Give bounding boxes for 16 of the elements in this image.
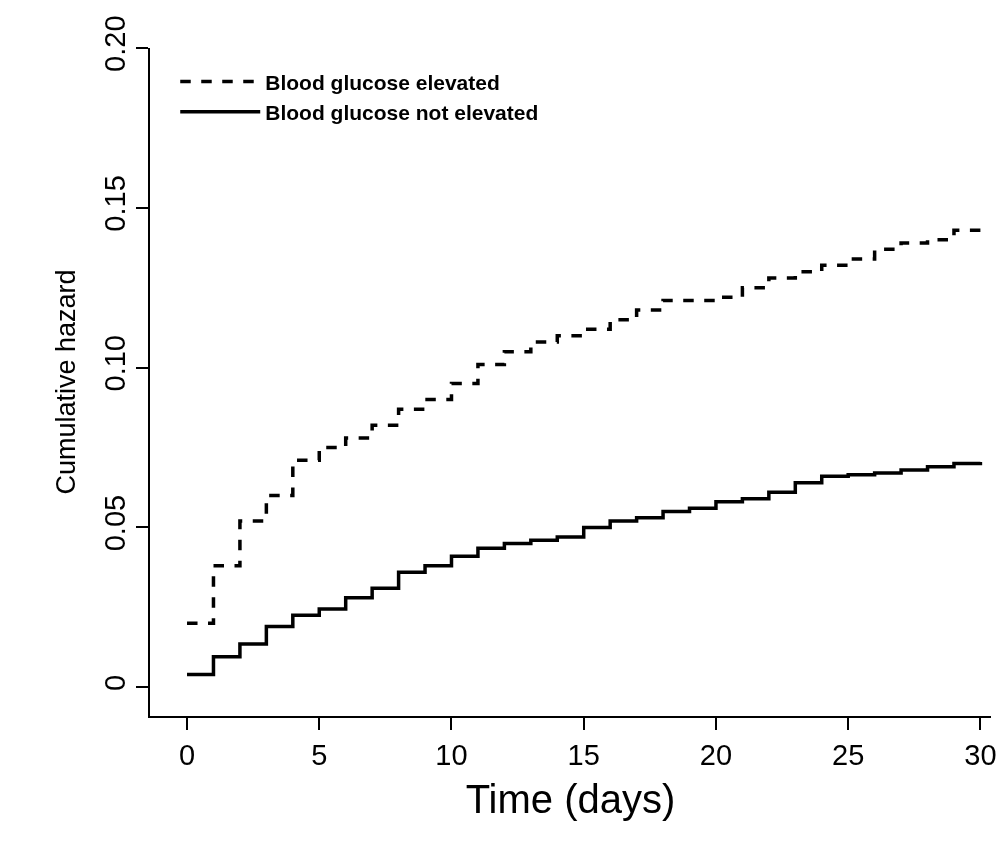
x-tick-label: 15 (567, 738, 600, 771)
x-tick-label: 10 (435, 738, 468, 771)
legend-label: Blood glucose elevated (265, 70, 500, 94)
y-tick-label: 0.05 (98, 494, 131, 552)
x-tick-label: 25 (832, 738, 865, 771)
y-tick-label: 0.20 (98, 15, 131, 72)
x-tick-label: 20 (699, 738, 733, 771)
y-tick-label: 0 (98, 674, 131, 691)
x-tick-label: 5 (311, 738, 328, 771)
x-tick-label: 0 (178, 738, 196, 771)
y-axis-title: Cumulative hazard (51, 269, 82, 495)
legend-label: Blood glucose not elevated (265, 101, 539, 124)
x-tick-label: 30 (964, 738, 997, 771)
x-axis-title: Time (days) (465, 776, 676, 821)
y-tick-label: 0.10 (98, 335, 131, 392)
y-tick-label: 0.15 (98, 175, 131, 232)
